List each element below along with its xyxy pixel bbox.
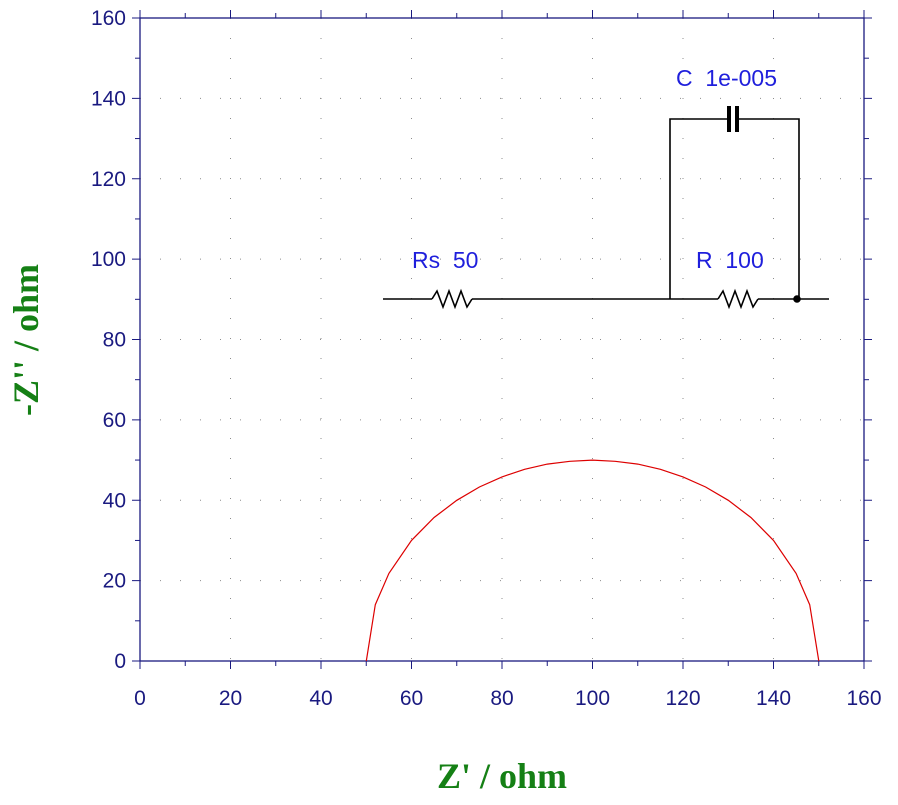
x-tick-label: 60 bbox=[400, 687, 423, 710]
x-tick-label: 40 bbox=[309, 687, 332, 710]
x-tick-label: 0 bbox=[134, 687, 146, 710]
y-axis-title: -Z'' / ohm bbox=[6, 264, 46, 416]
x-tick-label: 160 bbox=[846, 687, 881, 710]
y-tick-label: 80 bbox=[103, 329, 126, 352]
grid bbox=[140, 18, 864, 661]
y-tick-label: 40 bbox=[103, 489, 126, 512]
x-tick-label: 100 bbox=[575, 687, 610, 710]
y-tick-label: 20 bbox=[103, 570, 126, 593]
y-tick-label: 100 bbox=[91, 248, 126, 271]
x-tick-label: 120 bbox=[665, 687, 700, 710]
plot-frame bbox=[139, 17, 865, 662]
x-tick-label: 140 bbox=[756, 687, 791, 710]
x-tick-labels: 0 20 40 60 80 100 120 140 160 bbox=[134, 687, 881, 710]
r-label: R 100 bbox=[696, 247, 764, 273]
y-tick-labels: 0 20 40 60 80 100 120 140 160 bbox=[91, 7, 126, 673]
c-label: C 1e-005 bbox=[676, 65, 777, 91]
capacitor-branch-left bbox=[669, 118, 727, 299]
y-tick-label: 60 bbox=[103, 409, 126, 432]
x-axis-title: Z' / ohm bbox=[437, 756, 567, 796]
y-tick-label: 0 bbox=[114, 650, 126, 673]
x-tick-label: 20 bbox=[219, 687, 242, 710]
r-resistor-symbol bbox=[717, 288, 759, 310]
y-tick-label: 120 bbox=[91, 168, 126, 191]
y-tick-label: 160 bbox=[91, 7, 126, 30]
rs-label: Rs 50 bbox=[412, 247, 478, 273]
circuit-node-dot bbox=[793, 295, 801, 303]
rs-resistor-symbol bbox=[431, 288, 473, 310]
equivalent-circuit bbox=[383, 106, 829, 310]
impedance-curve bbox=[365, 459, 820, 662]
x-tick-label: 80 bbox=[490, 687, 513, 710]
capacitor-branch-right bbox=[739, 118, 800, 299]
y-tick-label: 140 bbox=[91, 87, 126, 110]
axis-ticks bbox=[132, 10, 872, 669]
